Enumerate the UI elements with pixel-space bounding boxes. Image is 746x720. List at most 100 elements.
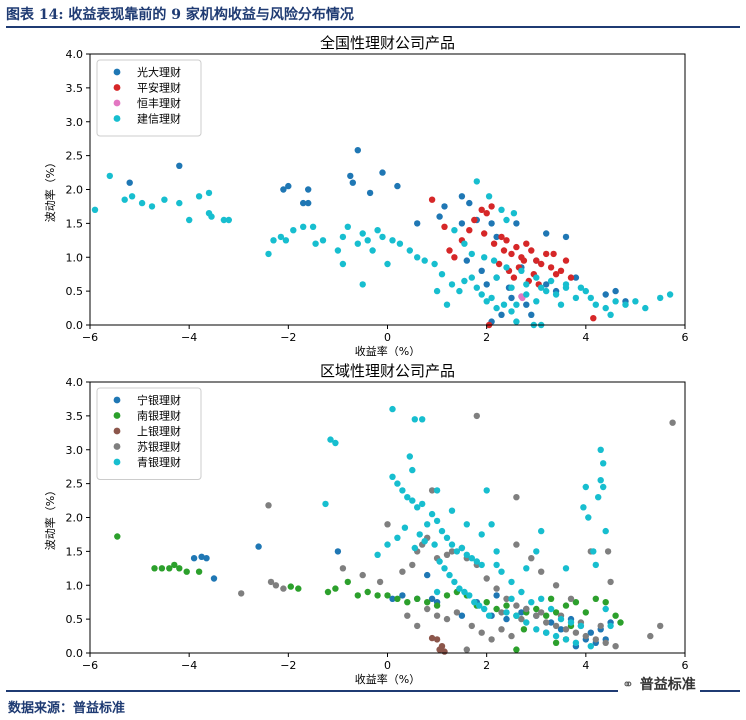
data-point [562,233,570,241]
data-point [456,287,463,295]
data-point [572,274,580,281]
legend-label: 上银理财 [137,424,181,438]
data-point [582,609,589,616]
data-point [186,216,193,224]
data-point [384,521,391,528]
data-point [498,609,505,616]
data-point [587,629,594,636]
data-point [590,548,597,555]
data-point [590,315,597,322]
data-point [473,412,480,420]
data-point [508,284,515,291]
data-point [436,213,443,220]
data-point [148,203,156,210]
y-tick-label: 3.0 [66,116,84,129]
data-point [478,206,485,213]
data-point [493,561,500,569]
data-point [354,592,361,599]
data-point [485,193,493,200]
x-tick-label: −6 [82,331,98,344]
data-point [523,301,530,308]
data-point [305,199,312,207]
data-point [114,533,121,540]
legend-marker [113,84,121,91]
data-point [587,294,594,302]
data-point [312,240,319,247]
data-point [290,227,297,234]
data-point [572,294,580,302]
data-point [488,636,495,643]
data-point [567,274,575,281]
data-point [396,240,404,247]
data-point [562,281,570,288]
data-point [585,514,592,521]
data-point [324,588,332,596]
data-point [126,179,133,186]
footer-rule [6,690,740,692]
data-point [458,193,466,200]
data-point [433,612,441,619]
legend-label: 南银理财 [137,409,181,423]
legend-marker [113,68,121,76]
data-point [463,551,470,558]
data-point [488,220,495,227]
data-point [493,585,500,592]
data-point [498,233,505,241]
data-point [176,565,183,572]
data-point [267,578,275,586]
data-point [91,206,99,213]
data-point [466,199,473,207]
data-point [443,534,451,541]
data-point [510,274,518,281]
data-point [543,612,550,619]
data-point [183,568,190,575]
data-point [547,277,555,285]
data-point [419,500,426,508]
data-point [443,615,451,623]
y-tick-label: 2.5 [66,150,84,163]
data-point [414,220,421,227]
data-point [404,599,411,606]
data-point [158,565,166,572]
data-point [533,257,540,264]
data-point [582,483,589,491]
data-point [374,227,381,234]
data-point [198,553,205,560]
data-point [471,599,478,606]
legend-box [96,59,202,137]
data-point [518,267,525,274]
data-point [277,233,285,241]
x-tick-label: 6 [682,331,689,344]
data-point [433,636,441,643]
data-point [280,585,287,592]
data-point [463,646,470,653]
data-point [327,436,334,443]
data-point [414,504,421,511]
x-tick-label: 4 [582,659,589,672]
y-tick-label: 1.0 [66,579,84,592]
data-point [538,260,545,268]
data-point [461,240,468,247]
data-point [421,538,428,545]
data-point [604,548,612,555]
data-point [657,622,664,630]
data-point [543,619,550,626]
data-point [424,599,431,606]
data-point [384,260,391,268]
data-point [406,247,413,254]
data-point [543,230,550,237]
data-point [500,301,508,308]
data-point [597,622,604,630]
data-point [379,169,386,176]
data-point [495,260,503,268]
x-tick-label: −2 [280,331,296,344]
y-tick-label: 4.0 [66,48,84,61]
data-point [389,473,396,480]
data-point [409,497,416,504]
data-point [441,203,448,210]
data-point [463,521,470,528]
data-point [612,612,619,619]
data-point [543,250,550,258]
data-point [543,629,550,636]
